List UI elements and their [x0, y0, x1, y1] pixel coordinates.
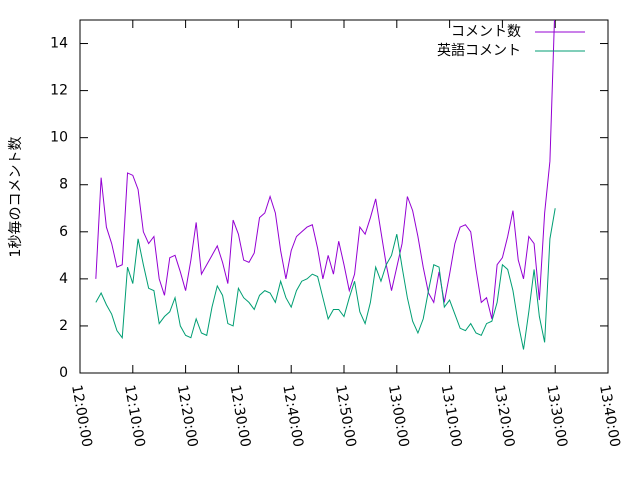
y-tick-label: 4 — [59, 271, 68, 287]
x-tick-label: 13:30:00 — [543, 384, 570, 449]
y-tick-label: 12 — [50, 83, 68, 99]
x-tick-label: 13:10:00 — [438, 384, 465, 449]
y-tick-label: 2 — [59, 318, 68, 334]
series-line — [95, 208, 556, 350]
plot-border — [79, 19, 609, 374]
series-line — [95, 20, 555, 319]
x-tick-label: 13:20:00 — [491, 384, 518, 449]
y-tick-label: 6 — [59, 224, 68, 240]
plot-lines — [95, 20, 556, 350]
y-tick-label: 0 — [59, 365, 68, 381]
x-tick-label: 12:30:00 — [227, 384, 254, 449]
x-tick-label: 12:20:00 — [174, 384, 201, 449]
x-tick-label: 12:50:00 — [332, 384, 359, 449]
x-tick-label: 13:40:00 — [596, 384, 623, 449]
x-tick-label: 12:00:00 — [68, 384, 95, 449]
y-tick-label: 14 — [50, 36, 68, 52]
y-tick-label: 10 — [50, 130, 68, 146]
legend-label: 英語コメント — [437, 42, 521, 59]
x-tick-label: 12:40:00 — [279, 384, 306, 449]
y-tick-label: 8 — [59, 177, 68, 193]
legend-label: コメント数 — [451, 24, 521, 40]
x-tick-label: 13:00:00 — [385, 384, 412, 449]
y-axis-label: 1秒毎のコメント数 — [8, 137, 24, 258]
x-tick-label: 12:10:00 — [121, 384, 148, 449]
